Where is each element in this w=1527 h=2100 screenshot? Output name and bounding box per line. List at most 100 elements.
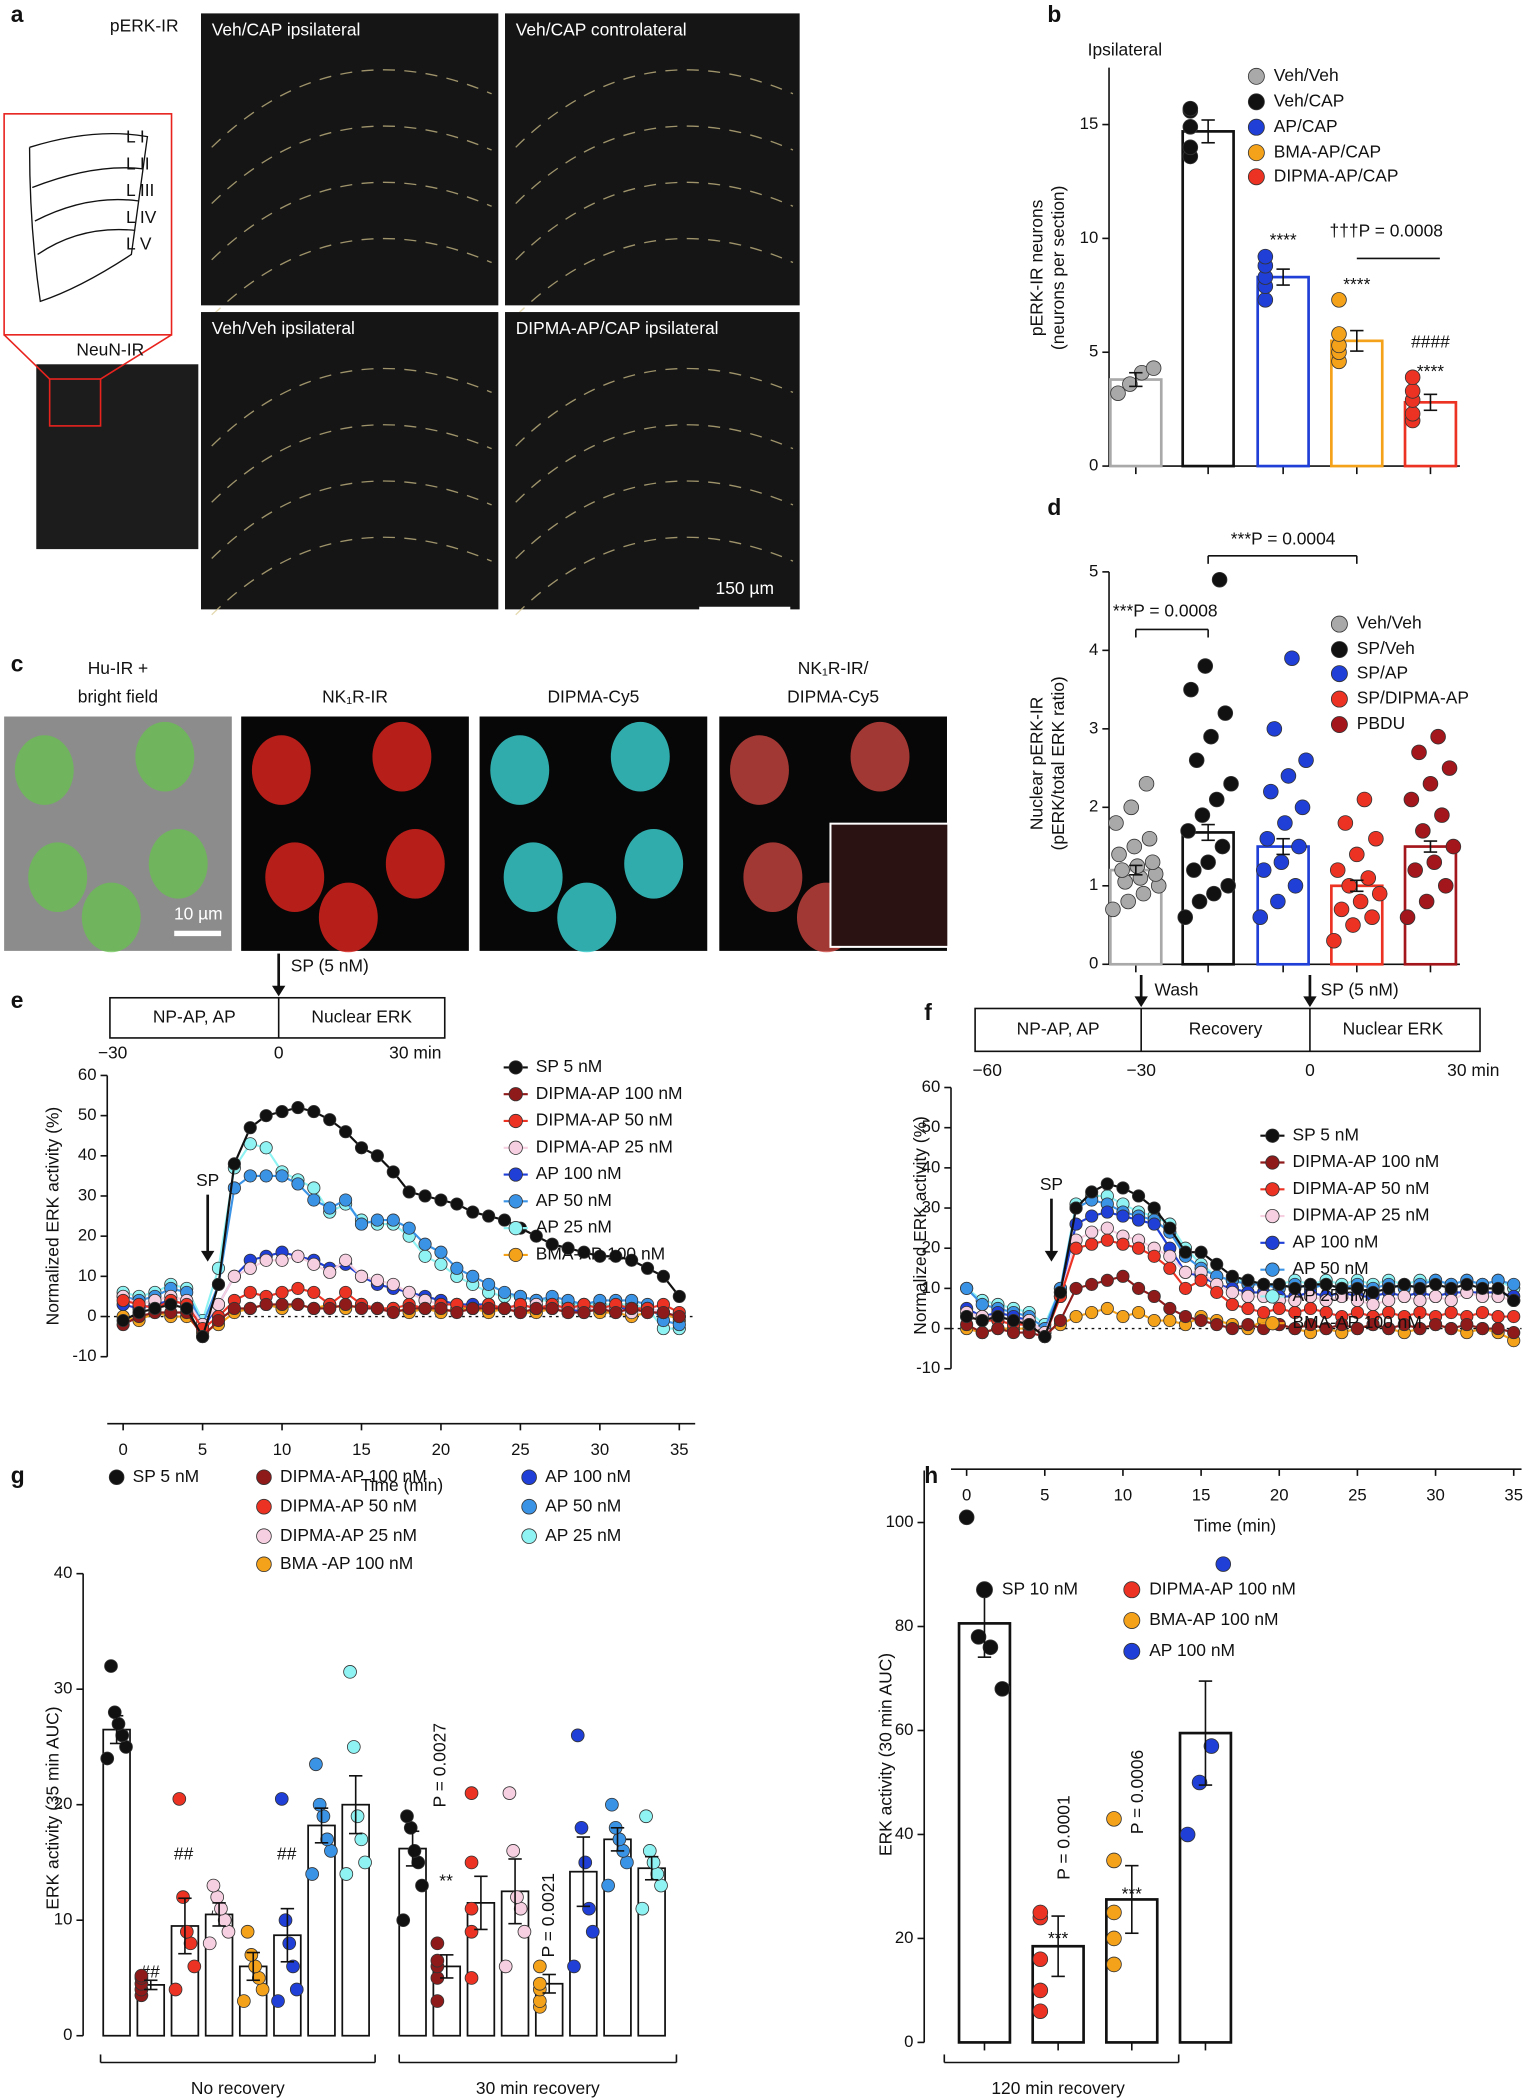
data-point — [1211, 571, 1228, 588]
data-point — [482, 1301, 496, 1316]
data-point — [1147, 1249, 1161, 1263]
cell — [28, 842, 88, 913]
data-point — [183, 1936, 198, 1951]
data-point — [482, 1209, 496, 1223]
y-tick-label: 10 — [1080, 228, 1099, 247]
data-point — [1214, 838, 1231, 855]
data-point — [958, 1509, 975, 1526]
data-point — [259, 1141, 273, 1155]
legend-marker — [508, 1140, 523, 1155]
data-point — [1277, 815, 1293, 831]
panel-label: a — [11, 1, 24, 27]
data-point — [1203, 728, 1219, 745]
legend-marker — [508, 1221, 523, 1236]
data-point — [1206, 885, 1222, 902]
data-point — [1116, 1269, 1130, 1283]
data-point — [1032, 2003, 1049, 2019]
data-point — [309, 1757, 323, 1772]
data-point — [324, 1844, 338, 1858]
data-point — [240, 1924, 255, 1939]
data-point — [1126, 838, 1143, 855]
y-tick-label: 10 — [54, 1910, 73, 1929]
data-point — [466, 1301, 480, 1316]
data-point — [1437, 878, 1454, 894]
data-point — [1331, 292, 1347, 308]
data-point — [1350, 1322, 1364, 1336]
annotation: 0 — [1305, 1060, 1315, 1080]
data-point — [1191, 893, 1208, 910]
legend-marker — [256, 1498, 272, 1515]
data-point — [370, 1273, 384, 1287]
x-tick-label: 10 — [1114, 1485, 1133, 1504]
data-point — [282, 1936, 297, 1951]
data-point — [289, 1982, 304, 1997]
annotation: **** — [1343, 274, 1370, 294]
data-point — [1178, 1281, 1193, 1295]
y-tick-label: 0 — [63, 2025, 72, 2044]
lamina-outline — [211, 238, 492, 317]
data-point — [1507, 1293, 1521, 1308]
data-point — [202, 1936, 217, 1951]
data-point — [1100, 1301, 1114, 1316]
data-point — [609, 1305, 623, 1320]
data-point — [1350, 1281, 1364, 1295]
data-point — [403, 1820, 418, 1835]
legend-label: DIPMA-AP 25 nM — [536, 1136, 673, 1156]
cell — [490, 735, 550, 805]
legend-marker — [508, 1060, 523, 1075]
data-point — [1241, 1301, 1255, 1316]
column-title: Hu-IR + — [88, 658, 148, 678]
data-point — [305, 1867, 319, 1881]
data-point — [1491, 1322, 1505, 1336]
legend-marker — [508, 1194, 523, 1209]
data-point — [593, 1249, 607, 1263]
data-point — [1382, 1281, 1396, 1295]
y-tick-label: 30 — [54, 1679, 73, 1698]
data-point — [1132, 1213, 1146, 1227]
data-point — [1350, 1305, 1364, 1320]
data-point — [248, 1959, 262, 1974]
cell — [318, 882, 378, 953]
data-point — [1294, 799, 1311, 816]
data-point — [672, 1309, 686, 1324]
data-point — [1272, 1277, 1286, 1291]
arrow-head — [1303, 996, 1317, 1008]
data-point — [1105, 901, 1121, 918]
data-point — [1147, 1313, 1161, 1328]
y-tick-label: 3 — [1089, 718, 1098, 737]
lamina-outline — [515, 69, 794, 148]
x-tick-label: 15 — [352, 1440, 371, 1459]
data-point — [307, 1193, 321, 1207]
lamina-outline — [211, 536, 492, 616]
layer-label: L III — [126, 180, 154, 200]
legend-marker — [1330, 665, 1348, 683]
data-point — [217, 1913, 232, 1928]
cell — [503, 842, 563, 913]
y-axis-title: (neurons per section) — [1048, 186, 1068, 350]
data-point — [1147, 1201, 1161, 1215]
legend-marker — [256, 1469, 272, 1485]
data-point — [578, 1855, 593, 1870]
data-point — [1257, 248, 1274, 265]
data-point — [1111, 846, 1127, 863]
data-point — [1475, 1305, 1490, 1320]
zoom-line — [3, 334, 51, 380]
legend-marker — [1265, 1262, 1280, 1277]
data-point — [1280, 768, 1297, 784]
data-point — [211, 1277, 226, 1291]
legend-label: DIPMA-AP 50 nM — [1293, 1178, 1430, 1198]
legend-label: SP/AP — [1357, 662, 1408, 682]
data-point — [1110, 385, 1126, 401]
data-point — [100, 1751, 115, 1766]
panel-label: c — [11, 651, 24, 677]
data-point — [1263, 783, 1279, 800]
data-point — [640, 1305, 655, 1320]
data-point — [1135, 885, 1152, 902]
annotation: †††P = 0.0008 — [1330, 220, 1443, 240]
data-point — [1085, 1225, 1099, 1239]
data-point — [1100, 1233, 1114, 1247]
data-point — [570, 1728, 585, 1743]
legend-marker — [1123, 1642, 1141, 1660]
image-title: DIPMA-AP/CAP ipsilateral — [516, 318, 719, 338]
